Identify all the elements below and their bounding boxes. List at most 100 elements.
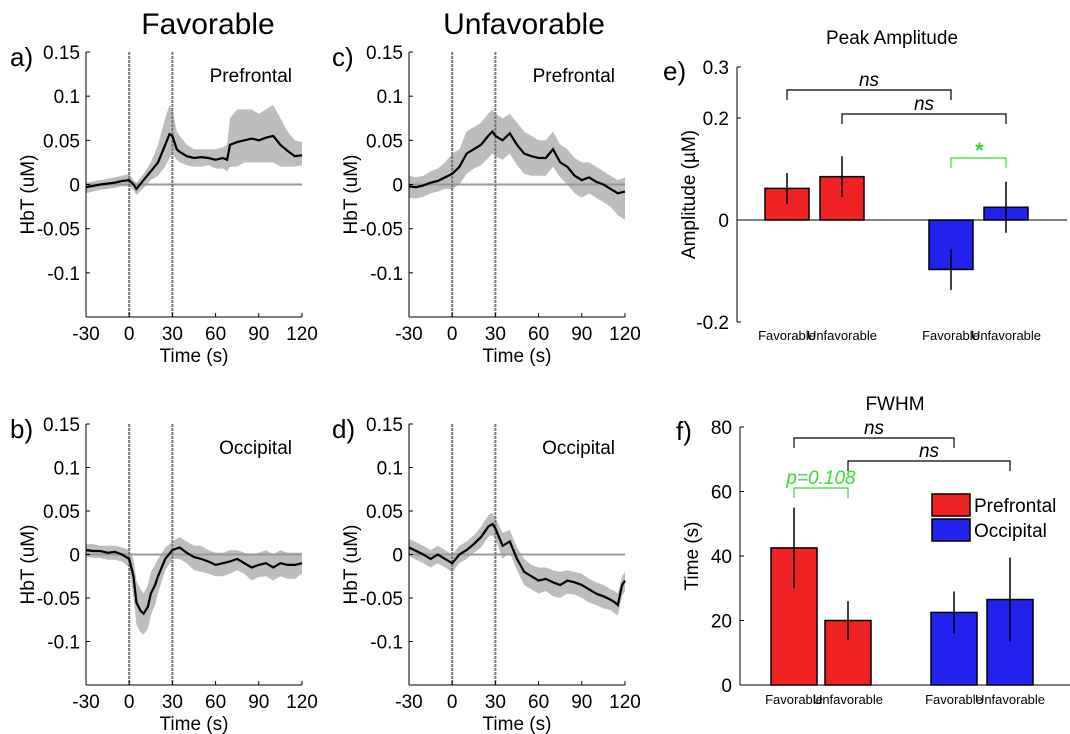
y-tick-label: 0.15 <box>43 415 80 436</box>
confidence-band <box>86 537 302 635</box>
x-axis-label: Time (s) <box>483 714 552 734</box>
panel-e: e) Peak Amplitude 0.3 0.2 0 -0.2 Amplitude (µM… <box>663 28 1067 343</box>
y-tick-label: 0.1 <box>377 87 403 108</box>
y-tick-label: 40 <box>711 547 732 568</box>
y-tick-label: 0.1 <box>54 459 80 480</box>
y-tick-label: 0 <box>392 546 403 567</box>
confidence-band <box>409 109 625 220</box>
col-title-favorable: Favorable <box>141 8 274 41</box>
category-label: Favorable <box>758 328 816 343</box>
y-tick-label: 0.3 <box>703 58 729 79</box>
x-tick-label: 0 <box>124 692 135 713</box>
x-tick-label: 120 <box>286 324 318 345</box>
y-tick-label: -0.1 <box>370 264 403 285</box>
significance-bracket <box>786 89 952 100</box>
mean-line <box>85 546 303 616</box>
x-tick-label: 120 <box>286 692 318 713</box>
y-tick-label: 0.2 <box>703 109 729 130</box>
y-tick-label: -0.1 <box>47 264 80 285</box>
significance-label: ns <box>914 94 935 115</box>
significance-label: ns <box>859 70 880 91</box>
panel-label: b) <box>10 414 33 444</box>
col-title-unfavorable: Unfavorable <box>443 8 605 41</box>
mean-line <box>408 129 626 195</box>
y-axis-label: Time (s) <box>682 522 703 591</box>
category-label: Unfavorable <box>807 328 877 343</box>
region-label: Occipital <box>542 438 615 459</box>
x-tick-label: 30 <box>485 324 506 345</box>
y-tick-label: 0 <box>69 546 80 567</box>
x-tick-label: -30 <box>72 692 99 713</box>
y-tick-label: 0.1 <box>54 87 80 108</box>
y-axis-label: HbT (uM) <box>18 525 39 605</box>
x-tick-label: 0 <box>447 324 458 345</box>
x-tick-label: 120 <box>609 692 641 713</box>
x-axis-label: Time (s) <box>160 714 229 734</box>
region-label: Prefrontal <box>533 66 615 87</box>
x-tick-label: 90 <box>248 324 269 345</box>
chart-title: FWHM <box>865 394 924 415</box>
significance-label: p=0.108 <box>785 468 856 489</box>
y-tick-label: 0.05 <box>43 502 80 523</box>
y-tick-label: 0.05 <box>366 131 403 152</box>
significance-bracket <box>847 460 1011 471</box>
significance-bracket <box>950 157 1007 168</box>
x-tick-label: 60 <box>528 692 549 713</box>
significance-bracket <box>841 113 1007 124</box>
significance-bracket <box>793 437 955 448</box>
panel-label: d) <box>332 414 355 444</box>
mean-line <box>408 522 626 608</box>
region-label: Occipital <box>219 438 292 459</box>
category-label: Unfavorable <box>971 328 1041 343</box>
y-axis-label: HbT (uM) <box>341 155 362 235</box>
y-tick-label: -0.05 <box>37 589 80 610</box>
y-tick-label: -0.05 <box>360 589 403 610</box>
y-tick-label: 0 <box>69 176 80 197</box>
x-tick-label: -30 <box>72 324 99 345</box>
x-tick-label: 90 <box>571 692 592 713</box>
category-label: Unfavorable <box>975 692 1045 707</box>
y-tick-label: 80 <box>711 418 732 439</box>
y-tick-label: 0.15 <box>366 415 403 436</box>
y-tick-label: 0 <box>392 176 403 197</box>
y-tick-label: -0.05 <box>37 220 80 241</box>
x-tick-label: 60 <box>528 324 549 345</box>
x-tick-label: -30 <box>395 324 422 345</box>
panel-a: a) Prefrontal -30 0 30 60 90 120 0.15 0.1 0.05 0 -0.… <box>10 42 318 367</box>
y-tick-label: 0.05 <box>366 502 403 523</box>
x-tick-label: 90 <box>248 692 269 713</box>
region-label: Prefrontal <box>210 66 292 87</box>
category-label: Favorable <box>765 692 823 707</box>
legend-label: Occipital <box>974 521 1047 542</box>
x-axis-label: Time (s) <box>160 346 229 367</box>
x-tick-label: 60 <box>205 324 226 345</box>
confidence-band <box>86 105 302 196</box>
panel-b: b) Occipital -30 0 30 60 90 120 0.15 0.1 0.05 0 -0.0… <box>10 414 318 734</box>
y-tick-label: 0.15 <box>43 43 80 64</box>
y-axis-label: HbT (uM) <box>18 155 39 235</box>
x-tick-label: 0 <box>124 324 135 345</box>
y-tick-label: 0.15 <box>366 43 403 64</box>
y-axis-label: Amplitude (µM) <box>679 130 700 259</box>
legend-label: Prefrontal <box>974 496 1056 517</box>
confidence-band <box>409 512 625 616</box>
y-tick-label: 0.05 <box>43 131 80 152</box>
x-tick-label: 60 <box>205 692 226 713</box>
significance-label: ns <box>919 441 940 462</box>
y-axis-label: HbT (uM) <box>341 525 362 605</box>
y-tick-label: -0.2 <box>696 313 729 334</box>
panel-c: c) Prefrontal -30 0 30 60 90 120 0.15 0.1 0.05 0 -0.… <box>332 42 641 367</box>
panel-label: f) <box>676 416 692 446</box>
category-label: Favorable <box>925 692 983 707</box>
y-tick-label: 0 <box>721 676 732 697</box>
panel-label: a) <box>10 42 33 72</box>
significance-bracket <box>793 487 849 498</box>
category-label: Favorable <box>922 328 980 343</box>
x-tick-label: 30 <box>485 692 506 713</box>
x-tick-label: 30 <box>162 692 183 713</box>
y-tick-label: 0.1 <box>377 459 403 480</box>
y-tick-label: 0 <box>718 211 729 232</box>
legend-swatch-occipital <box>931 518 971 542</box>
